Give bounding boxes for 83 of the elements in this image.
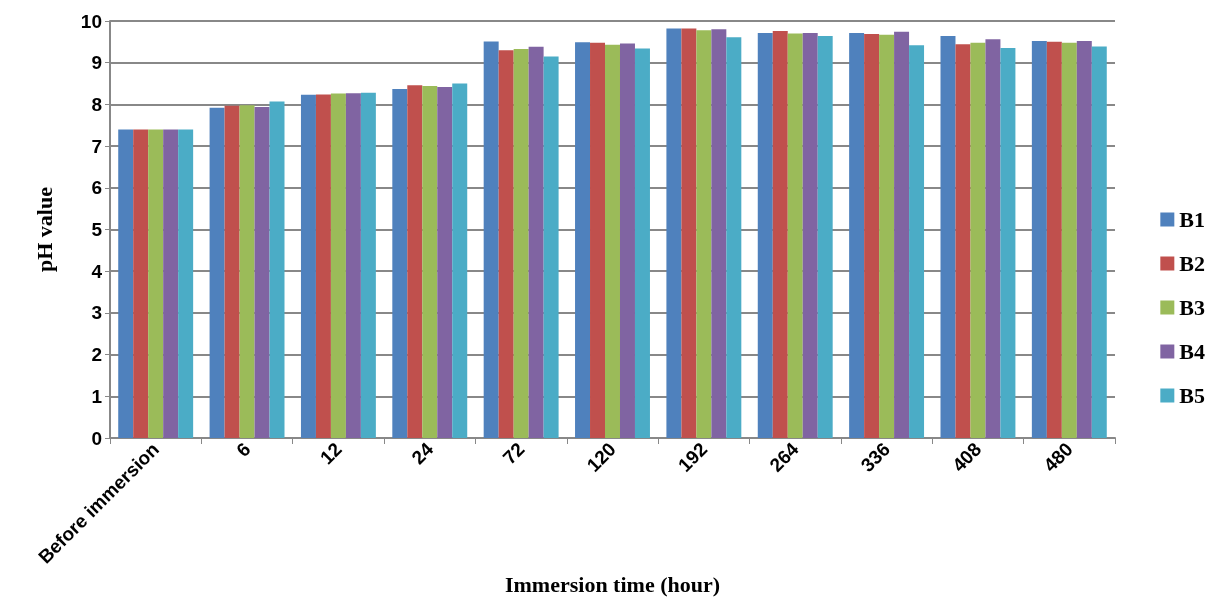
- bar: [619, 43, 635, 438]
- bar: [849, 33, 865, 438]
- legend-label: B3: [1179, 295, 1206, 320]
- bar: [148, 129, 164, 438]
- bar: [575, 42, 591, 438]
- y-tick-label: 9: [91, 52, 102, 74]
- bar: [360, 92, 376, 438]
- y-tick-label: 8: [91, 93, 102, 115]
- bar: [817, 36, 833, 438]
- bar: [178, 129, 194, 438]
- bar: [802, 33, 818, 438]
- bar: [634, 48, 650, 438]
- legend-label: B5: [1179, 383, 1206, 408]
- bar: [392, 88, 408, 438]
- bar: [239, 105, 255, 438]
- x-tick-label: 480: [1039, 438, 1077, 476]
- y-tick-label: 4: [91, 260, 103, 282]
- x-axis-title: Immersion time (hour): [504, 572, 721, 598]
- legend-label: B4: [1179, 339, 1206, 364]
- x-tick-label: 408: [948, 438, 986, 476]
- y-tick-label: 10: [80, 10, 102, 32]
- bar: [1031, 41, 1047, 438]
- bar: [300, 94, 316, 438]
- bar: [909, 45, 925, 438]
- legend-label: B2: [1179, 251, 1206, 276]
- bar: [970, 42, 986, 438]
- x-tick-label: 120: [582, 438, 620, 476]
- bar: [254, 106, 270, 438]
- bar: [452, 83, 468, 438]
- bar: [209, 107, 225, 438]
- y-tick-label: 1: [91, 385, 103, 407]
- bar: [513, 48, 529, 438]
- bar: [269, 101, 285, 438]
- bar: [224, 105, 240, 438]
- x-tick-label: 192: [674, 438, 712, 476]
- bar: [528, 46, 544, 438]
- y-tick-label: 5: [91, 219, 103, 240]
- legend-label: B1: [1179, 207, 1206, 232]
- bar: [422, 86, 438, 438]
- bar: [543, 56, 559, 438]
- x-tick-label: 72: [498, 438, 529, 469]
- bar: [330, 93, 346, 438]
- y-tick-label: 3: [91, 302, 102, 324]
- bar: [1000, 48, 1016, 438]
- y-tick-label: 6: [91, 177, 102, 199]
- bar: [864, 33, 880, 438]
- bar: [894, 31, 910, 438]
- bar: [757, 33, 773, 438]
- bar: [1076, 41, 1092, 438]
- x-tick-label: 6: [232, 438, 255, 461]
- bar: [1091, 46, 1107, 438]
- bar: [133, 129, 149, 438]
- bar: [118, 129, 134, 438]
- bar: [345, 93, 361, 438]
- bar: [1061, 42, 1077, 438]
- y-tick-label: 0: [91, 427, 102, 449]
- bar: [605, 44, 620, 438]
- x-tick-label: 12: [316, 438, 346, 469]
- bar: [772, 31, 788, 438]
- x-tick-label: 264: [765, 438, 803, 476]
- bar: [681, 28, 697, 438]
- bar: [726, 37, 742, 438]
- x-tick-label: 336: [856, 438, 895, 476]
- bar: [407, 85, 423, 438]
- bar: [985, 39, 1001, 438]
- y-axis-title: pH value: [31, 186, 57, 272]
- bar: [787, 33, 803, 438]
- bar: [590, 42, 606, 438]
- y-tick-label: 2: [91, 344, 102, 366]
- bar: [666, 28, 682, 438]
- bar: [498, 50, 514, 438]
- bar: [955, 44, 971, 438]
- bar: [163, 129, 179, 438]
- bar: [1046, 41, 1062, 438]
- bar: [711, 29, 727, 438]
- bar: [315, 94, 331, 438]
- bar: [483, 41, 499, 438]
- bar: [437, 86, 453, 438]
- bar: [696, 30, 712, 438]
- y-tick-label: 7: [91, 135, 102, 157]
- bar: [940, 36, 956, 438]
- x-tick-label: 24: [407, 438, 438, 469]
- bar: [879, 34, 895, 438]
